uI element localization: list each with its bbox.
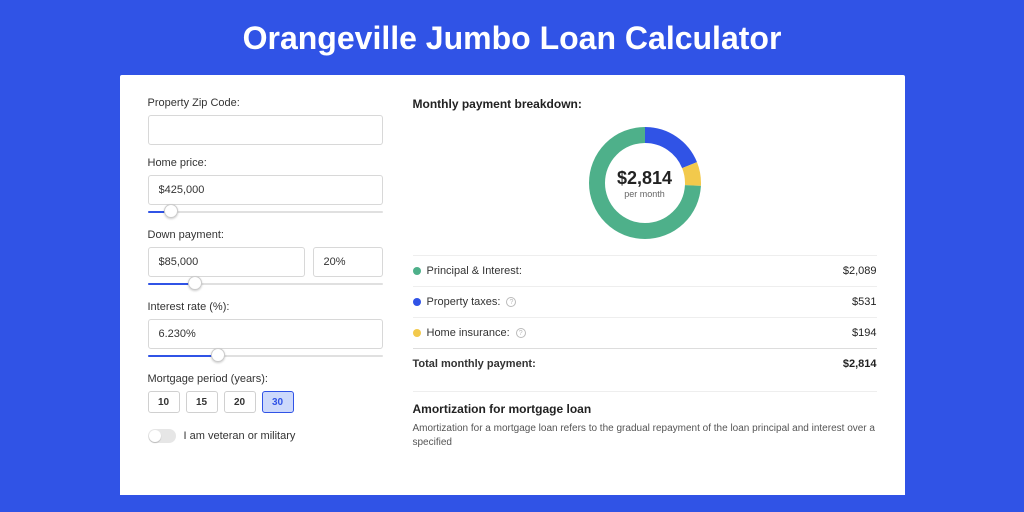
breakdown-value: $531 [852,296,876,308]
form-column: Property Zip Code: Home price: Down paym… [148,97,383,495]
interest-rate-label: Interest rate (%): [148,301,383,313]
calculator-card: Property Zip Code: Home price: Down paym… [120,75,905,495]
legend-dot [413,298,421,306]
amort-text: Amortization for a mortgage loan refers … [413,422,877,450]
breakdown-row: Home insurance:? $194 [413,317,877,348]
info-icon[interactable]: ? [516,328,526,338]
breakdown-value: $2,089 [843,265,877,277]
slider-thumb[interactable] [188,276,202,290]
breakdown-row: Principal & Interest: $2,089 [413,255,877,286]
interest-rate-slider[interactable] [148,351,383,361]
info-icon[interactable]: ? [506,297,516,307]
donut-amount: $2,814 [617,168,672,189]
home-price-slider[interactable] [148,207,383,217]
total-value: $2,814 [843,358,877,370]
amort-section: Amortization for mortgage loan Amortizat… [413,391,877,450]
slider-fill [148,355,219,357]
down-payment-input[interactable] [148,247,305,277]
legend-dot [413,329,421,337]
total-row: Total monthly payment: $2,814 [413,348,877,379]
down-payment-pct-input[interactable] [313,247,383,277]
period-btn-20[interactable]: 20 [224,391,256,413]
breakdown-label: Property taxes: [427,296,501,308]
donut-chart-wrap: $2,814 per month [413,117,877,255]
toggle-knob [149,430,161,442]
breakdown-value: $194 [852,327,876,339]
total-label: Total monthly payment: [413,358,536,370]
slider-thumb[interactable] [164,204,178,218]
donut-sub: per month [624,189,665,199]
home-price-input[interactable] [148,175,383,205]
breakdown-label: Principal & Interest: [427,265,522,277]
period-btn-30[interactable]: 30 [262,391,294,413]
home-price-label: Home price: [148,157,383,169]
page-title: Orangeville Jumbo Loan Calculator [0,0,1024,75]
zip-label: Property Zip Code: [148,97,383,109]
donut-chart: $2,814 per month [585,123,705,243]
down-payment-label: Down payment: [148,229,383,241]
breakdown-column: Monthly payment breakdown: $2,814 per mo… [413,97,877,495]
period-btn-10[interactable]: 10 [148,391,180,413]
zip-input[interactable] [148,115,383,145]
mortgage-period-label: Mortgage period (years): [148,373,383,385]
breakdown-label: Home insurance: [427,327,510,339]
slider-thumb[interactable] [211,348,225,362]
interest-rate-input[interactable] [148,319,383,349]
amort-title: Amortization for mortgage loan [413,402,877,416]
veteran-label: I am veteran or military [184,430,296,442]
down-payment-slider[interactable] [148,279,383,289]
veteran-toggle[interactable] [148,429,176,443]
breakdown-row: Property taxes:? $531 [413,286,877,317]
legend-dot [413,267,421,275]
breakdown-title: Monthly payment breakdown: [413,97,877,111]
mortgage-period-group: 10 15 20 30 [148,391,383,413]
period-btn-15[interactable]: 15 [186,391,218,413]
